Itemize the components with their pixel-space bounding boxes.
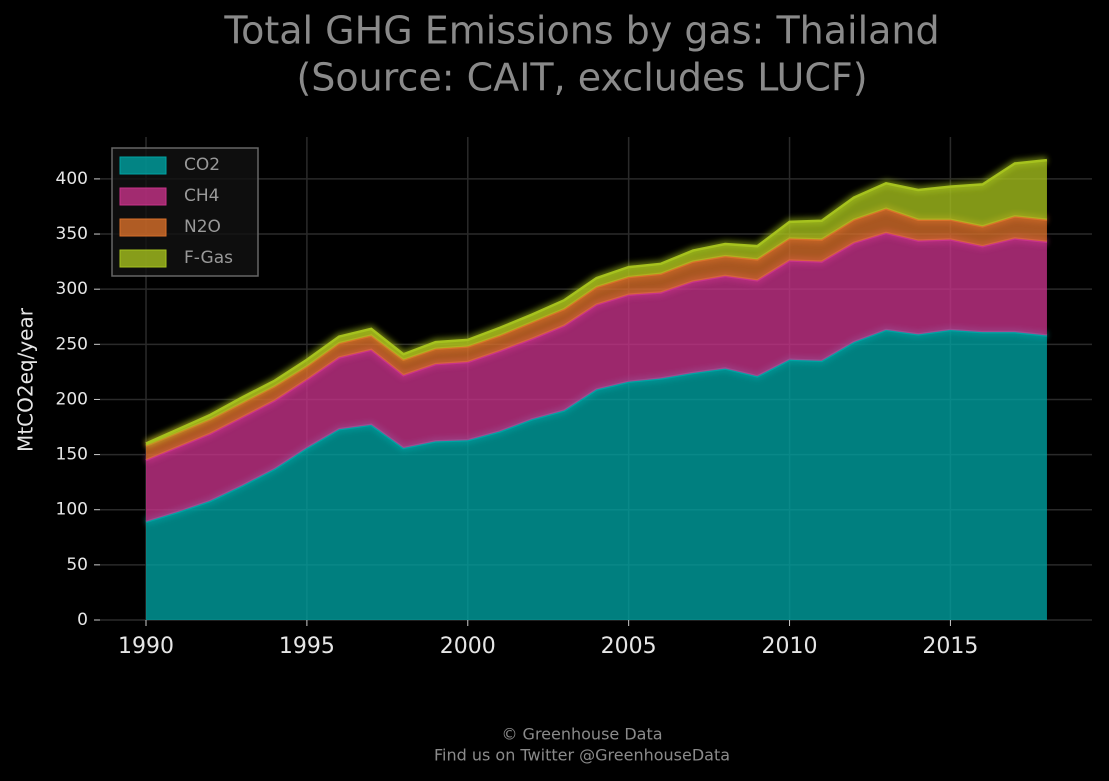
y-tick-label: 300	[56, 279, 88, 299]
chart-subtitle: (Source: CAIT, excludes LUCF)	[296, 56, 867, 100]
x-tick-label: 2000	[440, 634, 496, 659]
area-top-line	[145, 158, 1048, 445]
legend-swatch	[119, 156, 167, 175]
area-fill	[146, 160, 1047, 446]
y-tick-label: 200	[56, 389, 88, 409]
footer: © Greenhouse Data	[501, 725, 662, 744]
x-tick-label: 1990	[118, 634, 174, 659]
legend-swatch	[119, 218, 167, 237]
x-tick-label: 1995	[279, 634, 335, 659]
area-fill	[146, 329, 1047, 620]
chart-title: Total GHG Emissions by gas: Thailand	[223, 9, 939, 53]
y-tick-label: 350	[56, 224, 88, 244]
y-tick-label: 50	[66, 555, 88, 575]
y-tick-label: 150	[56, 445, 88, 465]
x-tick-label: 2005	[601, 634, 657, 659]
legend-swatch	[119, 187, 167, 206]
legend-label: CH4	[184, 186, 219, 206]
y-tick-label: 250	[56, 334, 88, 354]
x-tick-label: 2010	[762, 634, 818, 659]
y-tick-label: 400	[56, 169, 88, 189]
area-fill	[146, 208, 1047, 461]
y-tick-label: 100	[56, 500, 88, 520]
y-axis-label: MtCO2eq/year	[14, 307, 38, 452]
y-tick-label: 0	[77, 610, 88, 630]
footer: Find us on Twitter @GreenhouseData	[434, 746, 730, 765]
area-fill	[146, 232, 1047, 522]
legend-label: CO2	[184, 155, 220, 175]
x-tick-label: 2015	[922, 634, 978, 659]
legend-label: N2O	[184, 217, 221, 237]
legend-label: F-Gas	[184, 248, 233, 268]
legend-swatch	[119, 249, 167, 268]
